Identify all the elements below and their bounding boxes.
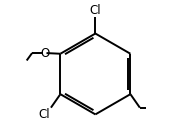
Text: O: O (40, 47, 50, 60)
Text: Cl: Cl (90, 4, 101, 17)
Text: Cl: Cl (39, 108, 50, 121)
